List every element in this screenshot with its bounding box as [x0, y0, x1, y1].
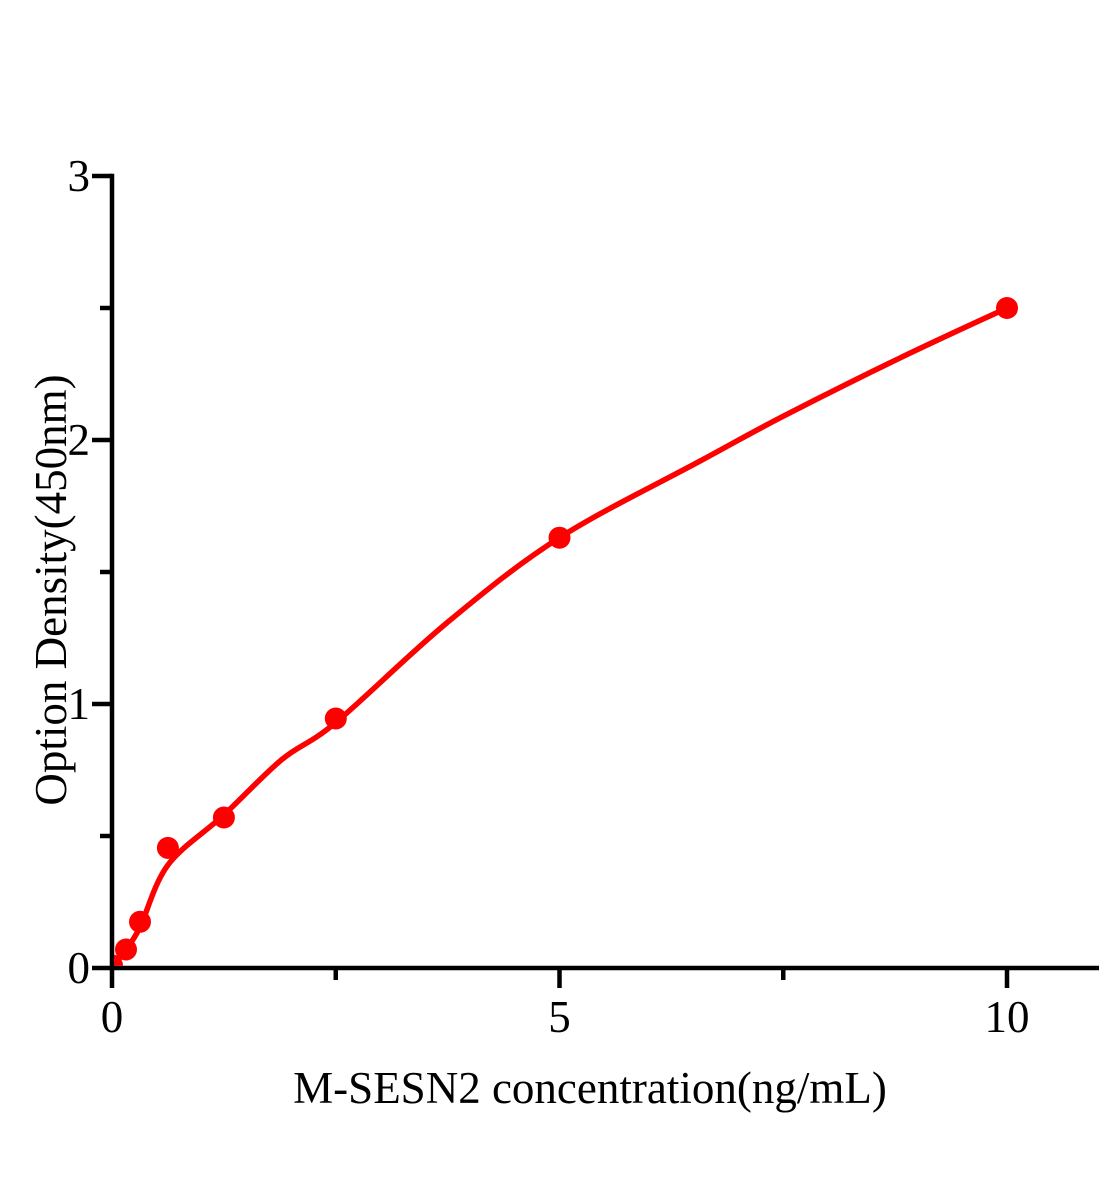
y-tick-label: 3 [68, 151, 91, 201]
data-point [114, 954, 123, 966]
axis-spines [109, 173, 1099, 971]
data-point [115, 938, 137, 961]
plot-series [114, 297, 1018, 966]
data-point [129, 910, 151, 933]
y-tick-label: 0 [68, 943, 91, 993]
data-point [212, 806, 235, 829]
data-point [324, 707, 347, 730]
y-axis-title: Option Density(450nm) [26, 374, 76, 805]
data-point [156, 836, 179, 859]
y-tick-label: 2 [68, 415, 91, 465]
fit-curve [114, 305, 1010, 966]
axes [92, 173, 1099, 988]
x-tick-label: 5 [548, 992, 571, 1042]
data-point [996, 297, 1018, 319]
y-tick-label: 1 [68, 679, 91, 729]
x-tick-label: 0 [101, 992, 124, 1042]
x-tick-label: 10 [985, 992, 1030, 1042]
data-point [548, 526, 571, 549]
x-axis-title: M-SESN2 concentration(ng/mL) [293, 1063, 887, 1113]
tick-labels: 0 1 2 3 0 5 10 [68, 151, 1030, 1042]
